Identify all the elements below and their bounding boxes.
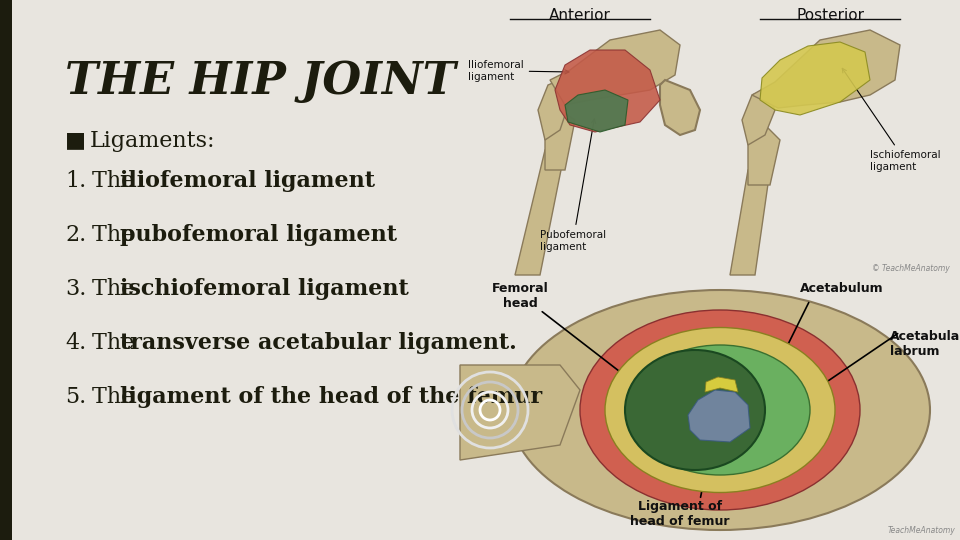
Text: The: The [92,224,141,246]
Text: Acetabulum: Acetabulum [800,282,883,295]
Bar [460,275,960,540]
Text: © TeachMeAnatomy: © TeachMeAnatomy [873,264,950,273]
Ellipse shape [510,290,930,530]
Text: 3.: 3. [65,278,86,300]
Text: Ligament of
head of femur: Ligament of head of femur [631,500,730,528]
Polygon shape [460,365,580,460]
Text: The: The [92,332,141,354]
Text: TeachMeAnatomy: TeachMeAnatomy [887,526,955,535]
Polygon shape [752,30,900,108]
Polygon shape [555,50,660,132]
Text: pubofemoral ligament: pubofemoral ligament [120,224,397,246]
Text: Femoral
head: Femoral head [492,282,548,310]
Text: The: The [92,170,141,192]
Text: Acetabular
labrum: Acetabular labrum [890,330,960,358]
Polygon shape [742,90,775,145]
Text: ligament of the head of the femur: ligament of the head of the femur [120,386,542,408]
Text: 4.: 4. [65,332,86,354]
Ellipse shape [630,345,810,475]
Polygon shape [515,150,565,275]
Text: transverse acetabular ligament.: transverse acetabular ligament. [120,332,516,354]
Polygon shape [748,125,780,185]
Polygon shape [660,80,700,135]
Text: THE HIP JOINT: THE HIP JOINT [65,60,456,103]
Text: Ligaments:: Ligaments: [90,130,215,152]
Ellipse shape [625,350,765,470]
Text: Iliofemoral
ligament: Iliofemoral ligament [468,60,569,82]
Ellipse shape [580,310,860,510]
Text: The: The [92,386,141,408]
Polygon shape [730,170,770,275]
Text: 2.: 2. [65,224,86,246]
Ellipse shape [605,327,835,492]
Bar [460,0,960,540]
Polygon shape [545,110,575,170]
Polygon shape [550,30,680,105]
Text: ischiofemoral ligament: ischiofemoral ligament [120,278,409,300]
Polygon shape [688,390,750,442]
Bar [0,0,12,540]
Polygon shape [705,377,738,392]
Text: Pubofemoral
ligament: Pubofemoral ligament [540,119,606,252]
Polygon shape [565,90,628,132]
Text: Anterior: Anterior [549,8,611,23]
Polygon shape [538,80,570,140]
Text: Ischiofemoral
ligament: Ischiofemoral ligament [842,69,941,172]
Text: 5.: 5. [65,386,86,408]
Text: The: The [92,278,141,300]
Text: 1.: 1. [65,170,86,192]
Text: Posterior: Posterior [796,8,864,23]
Polygon shape [760,42,870,115]
Text: iliofemoral ligament: iliofemoral ligament [120,170,375,192]
Text: ■: ■ [65,130,86,150]
